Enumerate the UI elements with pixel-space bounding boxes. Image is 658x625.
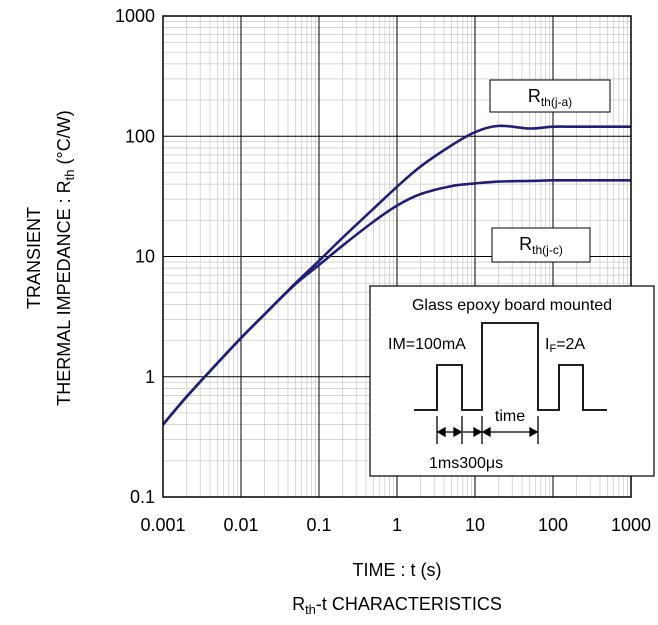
inset-if-sub: F <box>549 343 556 355</box>
x-tick-label: 0.01 <box>223 515 258 535</box>
x-tick-label: 1 <box>392 515 402 535</box>
y-tick-labels: 0.1 1 10 100 1000 <box>115 6 155 507</box>
inset-timing-arrows <box>436 416 539 444</box>
y-axis-title-sub: th <box>62 169 77 180</box>
y-axis-title-unit: (°C/W) <box>54 110 74 169</box>
legend-rth-jc-sub: th(j-c) <box>532 243 563 257</box>
chart-caption: Rth-t CHARACTERISTICS <box>292 594 502 617</box>
svg-text:Rth(j-c): Rth(j-c) <box>519 234 563 257</box>
legend-rth-jc: Rth(j-c) <box>491 227 591 263</box>
series-line-1 <box>162 178 631 426</box>
y-tick-label: 1 <box>145 367 155 387</box>
y-tick-label: 10 <box>135 247 155 267</box>
svg-text:Rth(j-a): Rth(j-a) <box>528 86 572 109</box>
inset-if-main: I <box>545 336 549 353</box>
inset-if-label: IF=2A <box>545 336 585 355</box>
series-layer <box>162 124 631 426</box>
inset-box: Glass epoxy board mounted IM=100mA IF=2A… <box>369 285 655 477</box>
inset-time-label: time <box>495 408 525 425</box>
chart-caption-main: R <box>292 594 305 614</box>
inset-if-rest: =2A <box>556 336 585 353</box>
legend-rth-ja: Rth(j-a) <box>489 79 611 113</box>
x-axis-title: TIME : t (s) <box>353 560 442 580</box>
y-axis-title-line2: THERMAL IMPEDANCE : Rth (°C/W) <box>54 110 77 405</box>
chart-caption-sub: th <box>305 602 316 617</box>
inset-timing-label: 1ms300μs <box>429 455 503 472</box>
legend-rth-ja-sub: th(j-a) <box>541 95 572 109</box>
y-tick-label: 100 <box>125 126 155 146</box>
legend-rth-jc-main: R <box>519 234 532 254</box>
inset-im-label: IM=100mA <box>388 336 466 353</box>
x-tick-label: 1000 <box>611 515 651 535</box>
x-tick-label: 0.1 <box>306 515 331 535</box>
inset-title: Glass epoxy board mounted <box>412 297 612 314</box>
x-tick-label: 100 <box>538 515 568 535</box>
y-axis-title-line1: TRANSIENT <box>24 207 44 309</box>
x-tick-labels: 0.001 0.01 0.1 1 10 100 1000 <box>140 515 651 535</box>
x-tick-label: 10 <box>465 515 485 535</box>
y-tick-label: 0.1 <box>130 487 155 507</box>
x-tick-label: 0.001 <box>140 515 185 535</box>
legend-rth-ja-main: R <box>528 86 541 106</box>
y-axis-title-main: THERMAL IMPEDANCE : R <box>54 180 74 405</box>
y-tick-label: 1000 <box>115 6 155 26</box>
plot-frame <box>162 15 632 498</box>
inset-pulse-waveform <box>414 322 607 411</box>
chart-caption-rest: -t CHARACTERISTICS <box>316 594 502 614</box>
